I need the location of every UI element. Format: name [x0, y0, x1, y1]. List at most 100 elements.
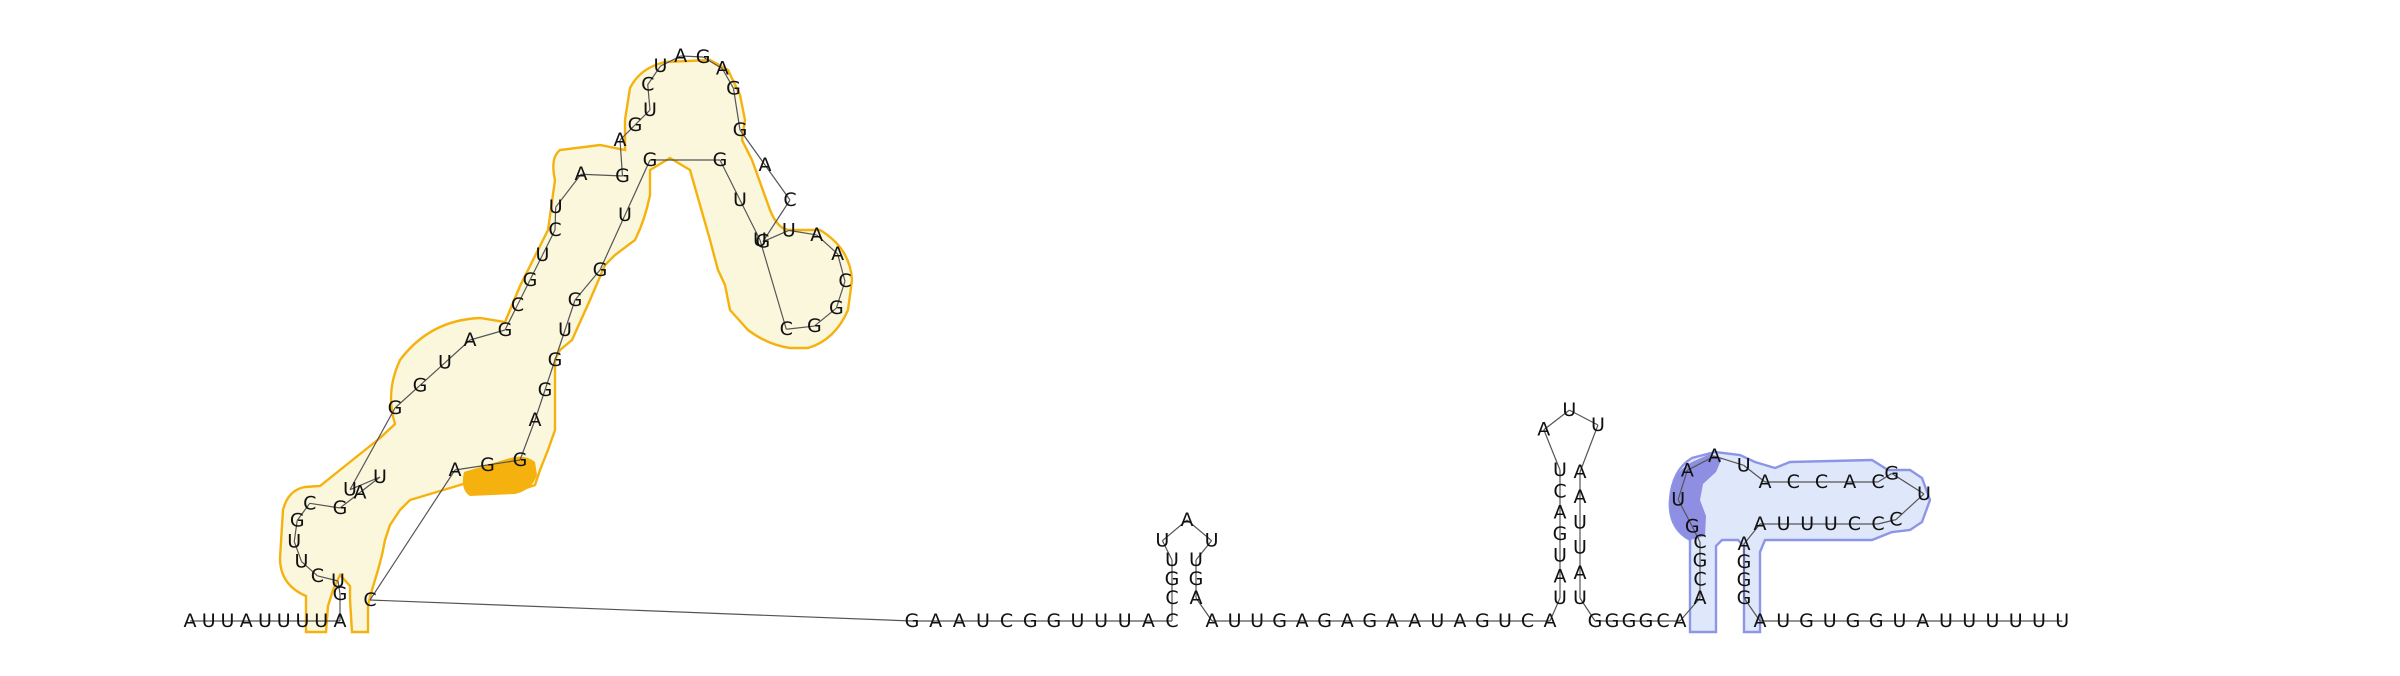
nucleotide: U: [373, 466, 387, 488]
backbone-link: [1579, 597, 1596, 622]
nucleotide: C: [1656, 610, 1669, 632]
nucleotide: U: [1823, 610, 1837, 632]
backbone-link: [1743, 597, 1761, 622]
nucleotide: G: [1362, 610, 1377, 632]
backbone-link: [339, 492, 361, 509]
nucleotide: A: [1554, 566, 1567, 588]
backbone-link: [762, 199, 791, 243]
backbone-link: [487, 459, 521, 466]
nucleotide: U: [976, 610, 990, 632]
backbone-link: [293, 541, 303, 562]
backbone-link: [419, 362, 446, 386]
nucleotide: C: [303, 492, 316, 514]
nucleotide: G: [290, 510, 305, 532]
nucleotide: G: [1023, 610, 1038, 632]
nucleotide: G: [1693, 550, 1708, 572]
backbone-link: [564, 299, 576, 331]
yellow-domain-highlight: [278, 58, 854, 634]
nucleotide: U: [1800, 513, 1814, 535]
nucleotide: U: [1094, 610, 1108, 632]
nucleotide: C: [1815, 471, 1828, 493]
backbone-link: [619, 139, 624, 177]
nucleotide: U: [1573, 587, 1587, 609]
nucleotide: A: [1453, 610, 1466, 632]
backbone-link: [721, 68, 734, 89]
nucleotide: U: [1562, 399, 1576, 421]
nucleotide: G: [480, 454, 495, 476]
backbone-link: [837, 253, 846, 282]
nucleotide: G: [333, 497, 348, 519]
backbone-link: [1891, 472, 1925, 495]
nucleotide: A: [1681, 459, 1694, 481]
backbone-link: [1743, 464, 1766, 483]
nucleotide: A: [1738, 533, 1751, 555]
nucleotide: A: [449, 459, 462, 481]
nucleotide: C: [641, 74, 654, 96]
nucleotide: G: [388, 397, 403, 419]
nucleotide: G: [1799, 610, 1814, 632]
nucleotide: A: [716, 58, 729, 80]
nucleotide: G: [1588, 610, 1603, 632]
nucleotide: U: [202, 610, 216, 632]
nucleotide: C: [1693, 568, 1706, 590]
nucleotide: G: [593, 259, 608, 281]
backbone-link: [1569, 409, 1599, 426]
nucleotide: U: [1430, 610, 1444, 632]
backbone-link: [764, 164, 791, 201]
backbone-link: [647, 84, 651, 111]
nucleotide: U: [1553, 587, 1567, 609]
backbone-link: [835, 281, 846, 309]
backbone-link: [469, 329, 506, 341]
nucleotide: U: [1553, 544, 1567, 566]
backbone-link: [814, 307, 837, 327]
backbone-link: [337, 580, 341, 595]
backbone-link: [519, 419, 536, 461]
nucleotide: U: [558, 319, 572, 341]
nucleotide: U: [296, 610, 310, 632]
yellow-domain-highlight-patch: [462, 456, 537, 496]
backbone-link: [309, 502, 341, 509]
nucleotide: A: [464, 329, 477, 351]
backbone-link: [739, 129, 766, 166]
nucleotide: U: [1939, 610, 1953, 632]
nucleotide: U: [1228, 610, 1242, 632]
backbone-link: [816, 234, 839, 255]
nucleotide: G: [568, 289, 583, 311]
backbone-link: [647, 65, 661, 85]
nucleotide: U: [1893, 610, 1907, 632]
nucleotide: G: [1553, 523, 1568, 545]
nucleotide: C: [511, 294, 524, 316]
nucleotide: U: [343, 479, 357, 501]
backbone-link: [786, 325, 815, 330]
nucleotide: G: [829, 297, 844, 319]
nucleotide: G: [1737, 551, 1752, 573]
nucleotide: A: [1544, 610, 1557, 632]
nucleotide: C: [1871, 471, 1884, 493]
nucleotide: C: [1871, 513, 1884, 535]
blue-domain-highlight-patch: [1670, 454, 1722, 540]
backbone-link: [534, 389, 546, 421]
backbone-link: [444, 339, 471, 364]
nucleotide: C: [1889, 509, 1902, 531]
backbone-link: [574, 269, 601, 301]
nucleotide: G: [733, 119, 748, 141]
nucleotide: C: [1553, 480, 1566, 502]
backbone-link: [1877, 519, 1896, 525]
nucleotide: A: [1674, 610, 1687, 632]
backbone-link: [541, 229, 556, 256]
backbone-link: [619, 124, 636, 141]
nucleotide: U: [1777, 513, 1791, 535]
nucleotide: U: [277, 610, 291, 632]
nucleotide: A: [1206, 610, 1219, 632]
backbone-link: [624, 159, 651, 216]
nucleotide: G: [628, 114, 643, 136]
nucleotide: U: [287, 531, 301, 553]
backbone-link: [394, 384, 421, 409]
nucleotide: U: [331, 570, 345, 592]
nucleotide: A: [1916, 610, 1929, 632]
nucleotide: G: [1639, 610, 1654, 632]
nucleotide: C: [783, 189, 796, 211]
backbone-link: [1195, 597, 1213, 622]
nucleotide: G: [333, 583, 348, 605]
